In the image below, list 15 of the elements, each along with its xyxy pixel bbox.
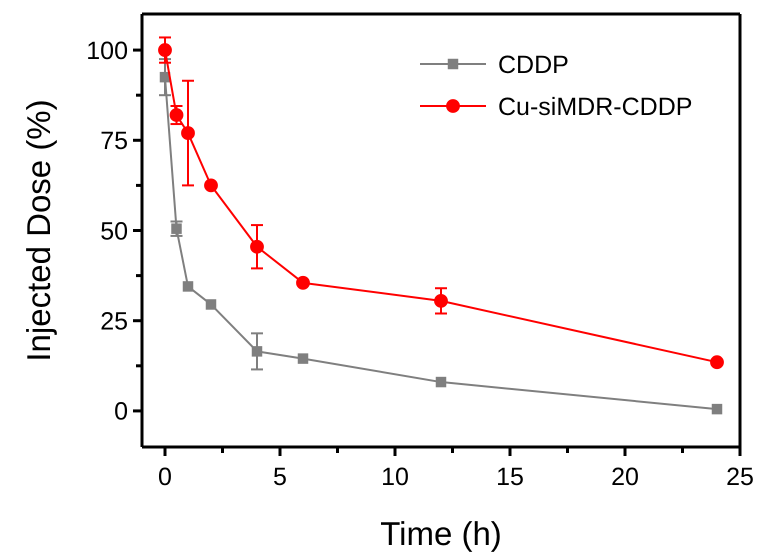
y-tick-label: 50 xyxy=(100,217,128,246)
y-tick-label: 25 xyxy=(100,307,128,336)
x-tick-label: 0 xyxy=(158,463,172,491)
y-tick-label: 0 xyxy=(114,398,128,426)
x-tick-label: 15 xyxy=(496,463,524,491)
x-tick-label: 25 xyxy=(726,463,754,491)
y-tick-label: 100 xyxy=(86,36,128,65)
x-tick-label: 10 xyxy=(381,463,409,491)
x-tick-label: 20 xyxy=(611,463,639,491)
y-axis-title: Injected Dose (%) xyxy=(20,99,57,362)
y-tick-label: 75 xyxy=(100,127,128,156)
x-tick-label: 5 xyxy=(273,463,287,491)
legend-label: CDDP xyxy=(498,50,569,79)
x-axis-title: Time (h) xyxy=(380,515,502,552)
legend-label: Cu-siMDR-CDDP xyxy=(498,92,692,121)
